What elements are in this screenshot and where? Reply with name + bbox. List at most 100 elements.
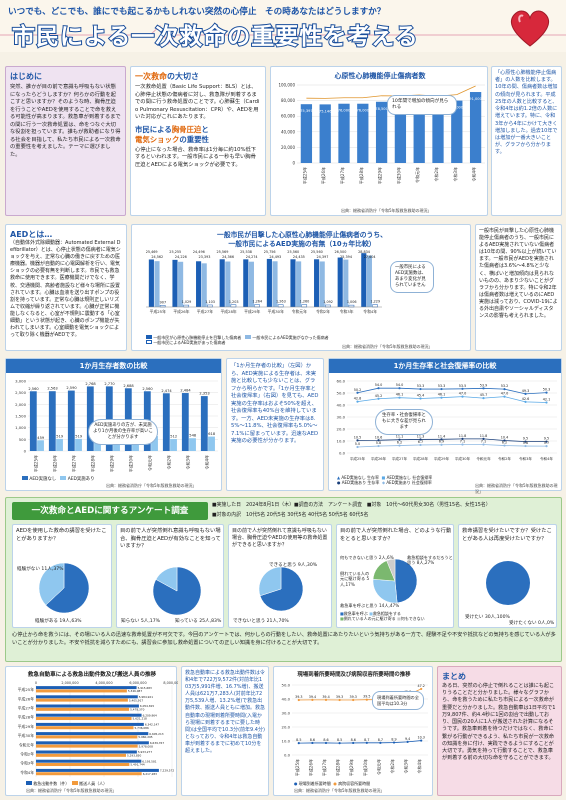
aed-heading: AEDとは…	[10, 230, 53, 239]
bar	[469, 92, 482, 163]
point	[338, 698, 341, 702]
cpr-body: 心停止になった場合、救命率は1分毎に約10%低下するといわれます。一般市民による…	[135, 146, 257, 168]
point	[297, 698, 300, 702]
note2-body: 一般市民が目撃した心原性心肺機能停止傷病者のうち、一般市民によるAED実施されて…	[479, 228, 558, 320]
bar	[432, 102, 444, 163]
bar	[36, 686, 137, 690]
point-value-label: 6.2	[502, 441, 507, 445]
x-tick-label: 平成27年	[321, 759, 327, 776]
bar-value-label: 1,006	[347, 300, 357, 304]
pie-slice	[486, 561, 530, 605]
point-value-label: 9.4	[405, 737, 410, 741]
bar	[178, 261, 184, 307]
point-value-label: 11.3	[417, 434, 425, 438]
series-line	[357, 387, 547, 395]
chart4-source: 出典：総務省消防庁「令和5年版救急救助の現況」	[475, 483, 558, 494]
bar-value-label: 6,209,964	[143, 713, 157, 717]
point-value-label: 47.0	[501, 392, 509, 396]
x-tick-label: 平成26年	[52, 455, 58, 472]
first-aid-panel: 一次救命の大切さ 一次救命処置（Basic Life Support：BLS）と…	[130, 66, 266, 216]
bar	[225, 261, 231, 307]
chart5-source: 出典：総務省消防庁「令和5年版救急救助の現況」	[26, 788, 117, 793]
point-value-label: 54.0	[375, 383, 383, 387]
bar	[413, 101, 425, 163]
q1-pie	[38, 562, 90, 614]
legend-sw-aed	[60, 476, 67, 480]
point-value-label: 46.1	[438, 393, 446, 397]
series-line	[357, 396, 547, 403]
x-tick-label: 平成29年	[244, 309, 260, 314]
bar-value-label: 5,478,370	[130, 708, 144, 712]
bar	[243, 259, 249, 307]
legend-l2: ■	[381, 475, 386, 480]
point	[461, 387, 464, 390]
point	[356, 391, 359, 394]
y-tick-label: 20,000	[281, 145, 295, 150]
bar-value-label: 1,264	[252, 300, 262, 304]
bar-value-label: 1,229	[370, 300, 380, 304]
q4-card: 目の前で人が突然倒れた場合、どのような行動をとると思いますか？ 何もできないと思…	[336, 524, 454, 628]
bar	[159, 305, 166, 308]
bar	[36, 759, 142, 763]
point-value-label: 8.5	[296, 738, 301, 742]
bar	[148, 259, 154, 307]
bar	[67, 390, 75, 451]
x-tick-label: 令和3年	[403, 759, 409, 774]
bar-value-label: 24,562	[151, 255, 163, 259]
bar-value-label: 25,469	[146, 250, 158, 254]
q3-card: 目の前で人が突然倒れて意識も呼吸もない場合、胸骨圧迫やAEDの使用等の救命処置が…	[228, 524, 332, 628]
bar-value-label: 24,435	[293, 255, 305, 259]
bar-value-label: 2,560	[142, 387, 153, 391]
chart6-legend: ● 現場到着所要時間 ● 病院収容所要時間	[294, 781, 371, 786]
point-value-label: 8.6	[310, 738, 315, 742]
y-tick-label: 1,500	[15, 414, 26, 419]
y-tick-label: 0.0	[339, 451, 346, 456]
q2-card: 目の前で人が突然倒れ意識も呼吸もない場合、胸骨圧迫とAEDが有効なことを知ってい…	[116, 524, 224, 628]
q4-pie	[372, 558, 418, 604]
point-value-label: 50.3	[543, 388, 551, 392]
bar-value-label: 24,397	[317, 255, 329, 259]
heartbeat-line	[0, 25, 566, 45]
point-value-label: 5.0	[355, 442, 360, 446]
q5-pie	[486, 561, 530, 605]
y-tick-label: 100,000	[278, 83, 295, 88]
bar	[36, 741, 149, 745]
bar	[86, 386, 94, 451]
x-tick-label: 平成26年	[371, 456, 387, 461]
pie-slice	[258, 566, 282, 597]
bar	[48, 391, 56, 451]
point-value-label: 42.8	[354, 397, 362, 401]
point-value-label: 39.4	[322, 695, 329, 699]
y-tick-label: 平成25年	[18, 687, 34, 692]
x-tick-label: 8,000,000	[163, 681, 178, 685]
bar	[254, 304, 260, 308]
q1-card: AEDを使用した救命の講習を受けたことがありますか？ 経験がない 11人,37%…	[12, 524, 112, 628]
point	[482, 397, 485, 400]
x-tick-label: 0	[35, 681, 37, 685]
bar	[36, 744, 138, 748]
bar-value-label: 25,538	[240, 250, 252, 254]
bar	[36, 753, 126, 757]
y-tick-label: 10.0	[282, 739, 291, 744]
aed-body: （自動体外式除細動器：Automated External Defibrilla…	[10, 240, 121, 339]
y-tick-label: 令和4年	[20, 770, 34, 775]
bar	[36, 698, 128, 702]
bar	[451, 100, 463, 163]
q4-ans-d: 救急車を呼ぶと思う 14人,47%	[340, 603, 400, 608]
point	[338, 742, 341, 745]
y-tick-label: 40,000	[281, 129, 295, 134]
pie-slice	[38, 562, 65, 606]
q3-ans-b: できないと思う 21人,70%	[233, 619, 289, 624]
bar-value-label: 5,915,683	[138, 686, 152, 690]
point-value-label: 53.2	[501, 384, 509, 388]
bar	[162, 393, 170, 451]
chart4-title: 1か月生存率と社会復帰率の比較	[329, 359, 561, 373]
bar-value-label: 1,263	[276, 300, 286, 304]
note3-body: 「1か月生存者の比較」（左図）から、AED実施による生存者は、未実施と比較しても…	[231, 363, 319, 445]
point-value-label: 39.5	[363, 695, 370, 699]
bar	[36, 750, 137, 754]
bar	[361, 253, 367, 307]
y-tick-label: 平成28年	[18, 715, 34, 720]
y-tick-label: 30.0	[337, 415, 346, 420]
